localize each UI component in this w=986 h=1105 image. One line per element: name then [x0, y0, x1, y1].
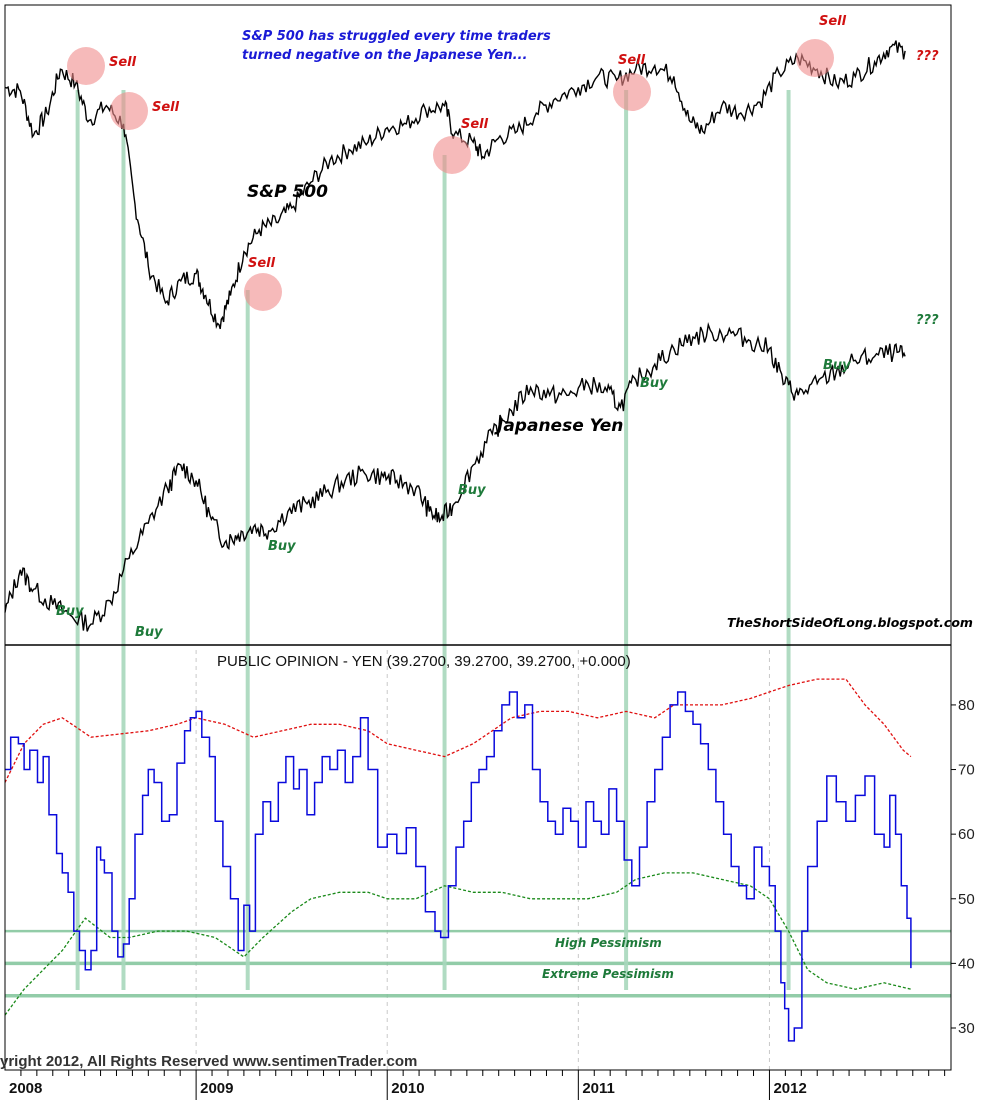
- extreme-pessimism-label: Extreme Pessimism: [542, 967, 674, 981]
- upper-band-line: [4, 678, 912, 783]
- x-tick-label: 2012: [773, 1080, 806, 1097]
- x-tick-label: 2008: [9, 1080, 42, 1097]
- sell-label: Sell: [819, 14, 847, 29]
- copyright-text: yright 2012, All Rights Reserved www.sen…: [0, 1053, 417, 1070]
- sentiment-lines: [4, 678, 912, 1042]
- plot-frame: [4, 4, 952, 1071]
- price-lines: [4, 40, 906, 632]
- signal-lines: [75, 90, 791, 990]
- sell-circle: [796, 39, 834, 77]
- yen-question-mark: ???: [916, 313, 939, 328]
- spx-label: S&P 500: [247, 182, 328, 202]
- sell-circle: [433, 136, 471, 174]
- buy-label: Buy: [268, 539, 296, 554]
- buy-label: Buy: [458, 483, 486, 498]
- blog-watermark: TheShortSideOfLong.blogspot.com: [727, 615, 973, 630]
- x-tick-label: 2009: [200, 1080, 233, 1097]
- y-tick-label: 60: [958, 826, 975, 843]
- sell-label: Sell: [109, 55, 137, 70]
- sentiment-title: PUBLIC OPINION - YEN (39.2700, 39.2700, …: [217, 653, 631, 670]
- marker-labels: Sell Sell Sell Sell Sell Sell Buy Buy Buy Buy Buy B…: [56, 14, 851, 640]
- headline-line2: turned negative on the Japanese Yen...: [242, 48, 527, 63]
- sell-label: Sell: [618, 53, 646, 68]
- sell-label: Sell: [152, 100, 180, 115]
- y-tick-label: 30: [958, 1020, 975, 1037]
- y-tick-label: 70: [958, 762, 975, 779]
- headline-line1: S&P 500 has struggled every time traders: [242, 29, 551, 44]
- buy-label: Buy: [640, 376, 668, 391]
- y-tick-label: 80: [958, 697, 975, 714]
- high-pessimism-label: High Pessimism: [555, 936, 662, 950]
- sell-circle: [110, 92, 148, 130]
- sentiment-grid: [195, 650, 770, 1070]
- y-tick-label: 40: [958, 955, 975, 972]
- buy-label: Buy: [135, 625, 163, 640]
- x-axis-ticks: 2008 2009 2010 2011 2012: [9, 1070, 946, 1100]
- y-tick-label: 50: [958, 891, 975, 908]
- sell-label: Sell: [461, 117, 489, 132]
- sell-circle: [67, 47, 105, 85]
- buy-label: Buy: [823, 358, 851, 373]
- buy-label: Buy: [56, 604, 84, 619]
- public-opinion-line: [5, 691, 912, 1042]
- sell-label: Sell: [248, 256, 276, 271]
- yen-label: Japanese Yen: [494, 416, 623, 436]
- yen-line: [4, 322, 906, 632]
- x-tick-label: 2011: [582, 1080, 615, 1097]
- sell-circles: [67, 39, 834, 311]
- spx-question-mark: ???: [916, 49, 939, 64]
- sell-circle: [244, 273, 282, 311]
- spx-line: [4, 40, 906, 330]
- sell-circle: [613, 73, 651, 111]
- y-axis-ticks: 30 40 50 60 70 80: [951, 697, 975, 1037]
- x-tick-label: 2010: [391, 1080, 424, 1097]
